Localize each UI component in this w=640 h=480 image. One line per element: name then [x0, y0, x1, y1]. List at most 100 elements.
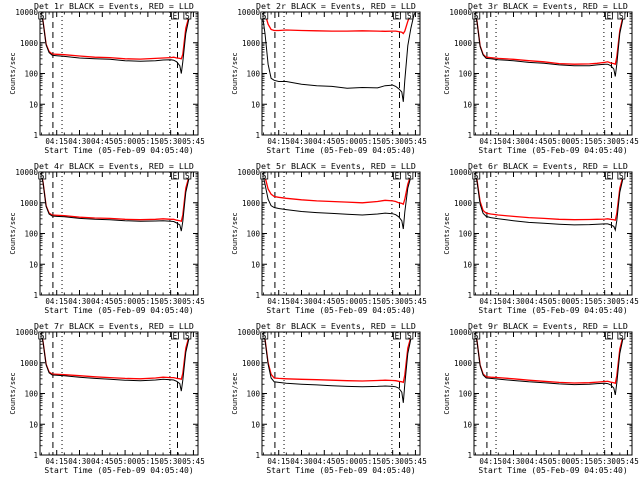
x-tick-label: 05:45 [404, 457, 427, 466]
y-tick-label: 10000 [15, 168, 38, 177]
y-axis-label: Counts/sec [443, 372, 451, 414]
x-tick-label: 05:15 [571, 297, 594, 306]
y-tick-label: 1 [467, 131, 472, 140]
x-tick-label: 05:45 [182, 297, 205, 306]
marker-label: E [173, 172, 178, 181]
lld-series-line [40, 172, 192, 223]
x-tick-label: 05:30 [159, 137, 182, 146]
y-tick-label: 100 [458, 230, 472, 239]
marker-label: S [262, 12, 267, 21]
x-tick-label: 05:15 [571, 137, 594, 146]
y-axis-label: Counts/sec [231, 52, 239, 94]
y-tick-label: 1000 [20, 359, 39, 368]
marker-box [393, 331, 401, 340]
x-tick-label: 04:45 [91, 457, 114, 466]
plot-frame [473, 171, 633, 296]
x-axis-label: Start Time (05-Feb-09 04:05:40) [44, 306, 193, 315]
x-tick-label: 05:45 [616, 457, 639, 466]
x-tick-label: 05:30 [593, 457, 616, 466]
plot-frame [261, 171, 421, 296]
x-tick-label: 04:30 [502, 457, 525, 466]
y-tick-label: 1 [255, 451, 260, 460]
x-tick-label: 05:45 [182, 457, 205, 466]
marker-label: S [474, 12, 479, 21]
x-tick-label: 05:00 [336, 137, 359, 146]
y-tick-label: 10000 [449, 328, 472, 337]
x-tick-label: 05:15 [571, 457, 594, 466]
x-axis-label: Start Time (05-Feb-09 04:05:40) [266, 306, 415, 315]
y-tick-label: 10 [463, 260, 473, 269]
y-tick-label: 100 [246, 390, 260, 399]
x-tick-label: 05:30 [159, 297, 182, 306]
y-tick-label: 100 [24, 230, 38, 239]
y-tick-label: 1000 [454, 39, 473, 48]
marker-label: S [185, 172, 190, 181]
y-tick-label: 1 [255, 131, 260, 140]
events-series-line [262, 172, 414, 230]
y-tick-label: 10 [251, 260, 261, 269]
marker-label: S [262, 332, 267, 341]
marker-box [617, 331, 626, 340]
y-tick-label: 1000 [242, 39, 261, 48]
y-tick-label: 100 [458, 70, 472, 79]
y-axis-label: Counts/sec [443, 212, 451, 254]
marker-label: E [173, 12, 178, 21]
marker-box [183, 331, 192, 340]
marker-label: S [407, 12, 412, 21]
x-tick-label: 05:30 [381, 297, 404, 306]
y-axis-label: Counts/sec [9, 52, 17, 94]
lld-series-line [474, 332, 626, 385]
x-tick-label: 04:45 [91, 297, 114, 306]
y-tick-label: 100 [246, 70, 260, 79]
x-tick-label: 04:45 [525, 137, 548, 146]
marker-label: E [607, 172, 612, 181]
marker-label: S [40, 172, 45, 181]
x-tick-label: 04:45 [313, 457, 336, 466]
marker-box [183, 171, 192, 180]
x-tick-label: 05:00 [336, 297, 359, 306]
marker-box [393, 171, 401, 180]
x-tick-label: 05:30 [593, 137, 616, 146]
events-series-line [474, 12, 626, 77]
y-tick-label: 1 [255, 291, 260, 300]
y-tick-label: 10 [29, 420, 39, 429]
y-tick-label: 10000 [237, 8, 260, 17]
lld-series-line [40, 332, 192, 381]
lld-series-line [40, 12, 192, 60]
x-axis-label: Start Time (05-Feb-09 04:05:40) [44, 146, 193, 155]
y-tick-label: 10 [29, 100, 39, 109]
chart-title: Det 2r BLACK = Events, RED = LLD [256, 1, 416, 11]
x-tick-label: 04:15 [267, 457, 290, 466]
y-tick-label: 10000 [15, 328, 38, 337]
marker-label: E [173, 332, 178, 341]
x-tick-label: 05:15 [137, 137, 160, 146]
plot-frame [39, 331, 199, 456]
x-tick-label: 05:15 [359, 457, 382, 466]
x-tick-label: 05:45 [182, 137, 205, 146]
y-tick-label: 10 [251, 420, 261, 429]
y-tick-label: 1 [33, 291, 38, 300]
chart-title: Det 8r BLACK = Events, RED = LLD [256, 321, 416, 331]
x-tick-label: 04:15 [479, 457, 502, 466]
x-tick-label: 04:45 [313, 137, 336, 146]
x-tick-label: 04:30 [290, 137, 313, 146]
x-tick-label: 05:00 [548, 457, 571, 466]
marker-label: S [474, 172, 479, 181]
x-axis-label: Start Time (05-Feb-09 04:05:40) [478, 306, 627, 315]
y-tick-label: 1000 [242, 199, 261, 208]
y-tick-label: 10 [463, 420, 473, 429]
y-tick-label: 100 [24, 390, 38, 399]
marker-label: S [619, 12, 624, 21]
y-tick-label: 1000 [242, 359, 261, 368]
x-tick-label: 04:15 [267, 137, 290, 146]
x-tick-label: 05:00 [336, 457, 359, 466]
y-tick-label: 1 [467, 291, 472, 300]
x-tick-label: 04:30 [502, 137, 525, 146]
y-tick-label: 10000 [237, 328, 260, 337]
y-tick-label: 10 [251, 100, 261, 109]
